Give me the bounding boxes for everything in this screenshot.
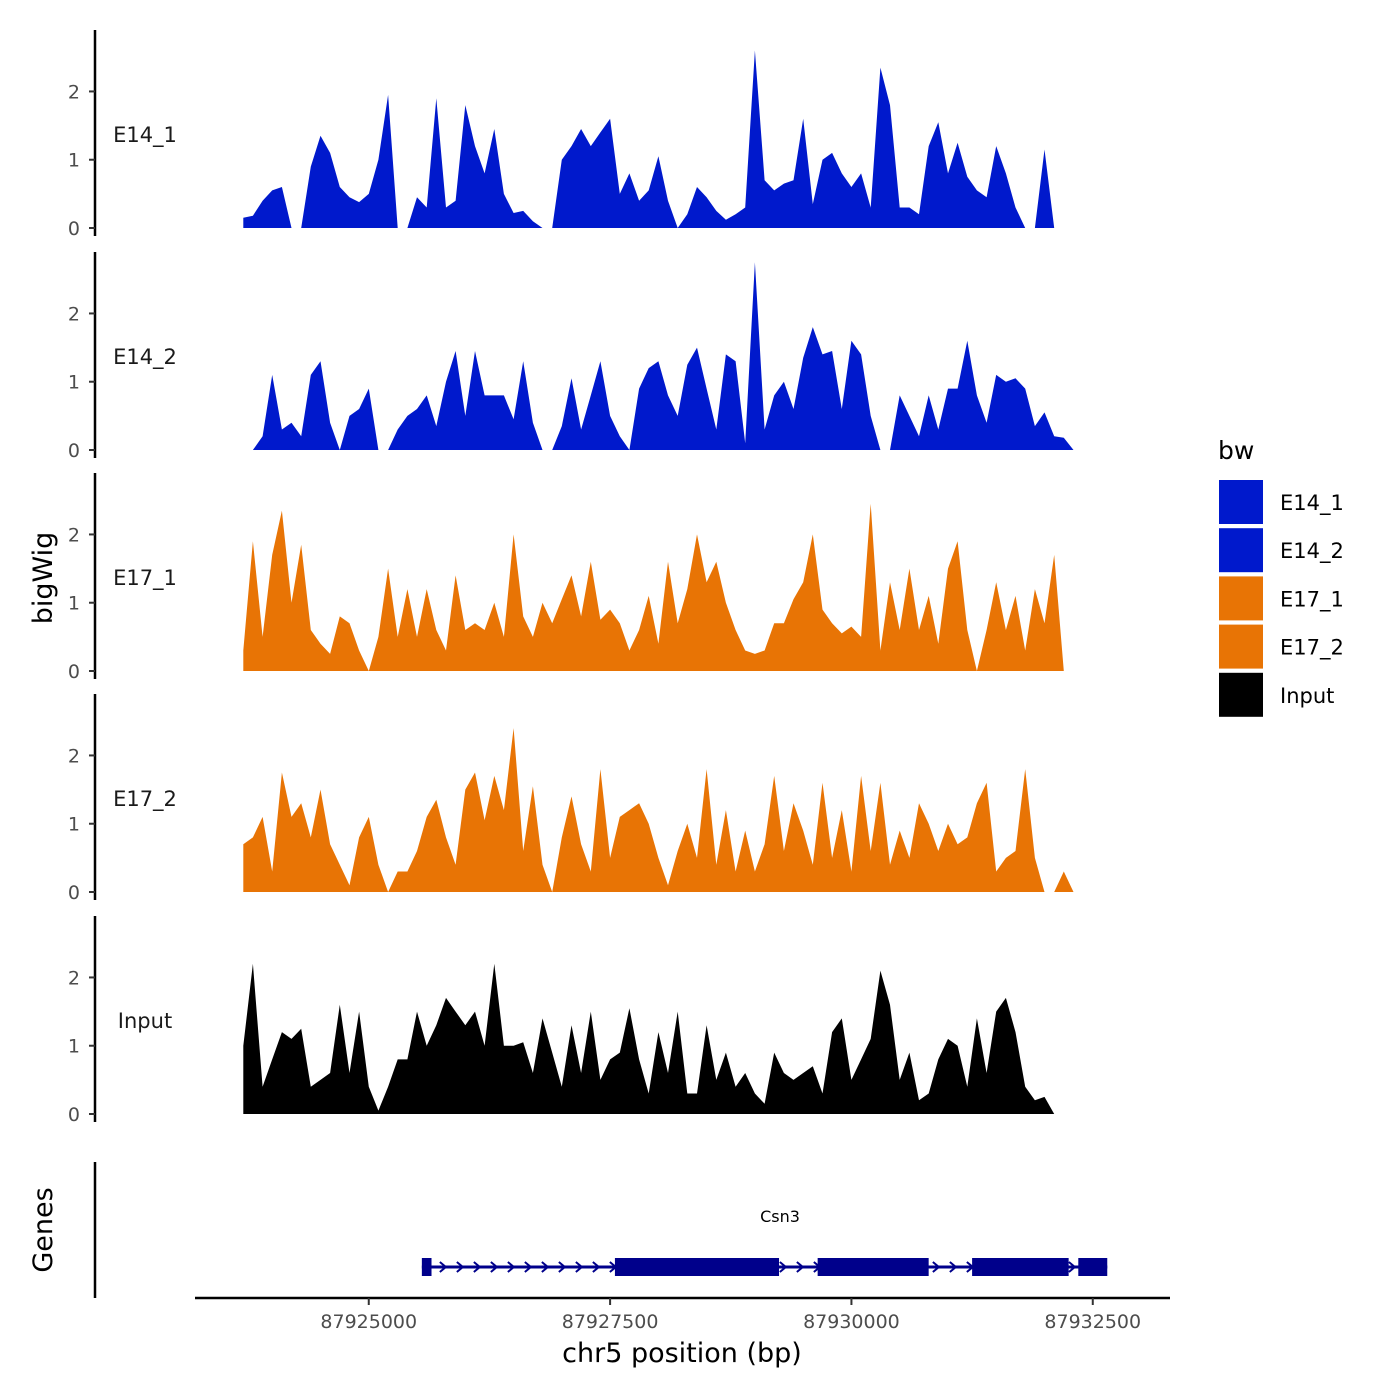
legend-title: bw: [1218, 436, 1254, 465]
y-tick-label: 0: [68, 882, 80, 904]
gene-track: Csn3: [93, 1162, 1108, 1298]
y-tick-label: 0: [68, 218, 80, 240]
x-tick-label: 87927500: [562, 1311, 659, 1333]
genes-axis-title: Genes: [28, 1187, 59, 1272]
track-label: E17_2: [113, 787, 177, 812]
gene-exon: [614, 1258, 780, 1276]
y-axis-title: bigWig: [28, 532, 59, 625]
x-axis: 87925000 87927500 87930000 87932500: [195, 1296, 1170, 1333]
strand-arrow: [456, 1261, 465, 1273]
strand-arrow: [439, 1261, 448, 1273]
track-E14_2: 0 1 2 E14_2: [68, 252, 1103, 462]
legend-items: E14_1 E14_2 E17_1 E17_2 Input: [1219, 480, 1344, 717]
x-tick-label: 87932500: [1044, 1311, 1141, 1333]
gene-label: Csn3: [760, 1207, 800, 1226]
strand-arrow: [949, 1261, 958, 1273]
gene-model: [421, 1258, 1108, 1276]
coverage-area-Input: [243, 963, 1103, 1114]
y-tick-label: 2: [68, 745, 80, 767]
strand-arrow: [796, 1261, 805, 1273]
legend-swatch: [1219, 576, 1263, 621]
track-E17_1: 0 1 2 E17_1: [68, 473, 1103, 683]
legend-swatch: [1219, 624, 1263, 669]
strand-arrow: [524, 1261, 533, 1273]
x-tick-label: 87925000: [320, 1311, 417, 1333]
y-tick-label: 1: [68, 372, 80, 394]
x-axis-title: chr5 position (bp): [562, 1338, 802, 1369]
gene-exon: [1078, 1258, 1108, 1276]
strand-arrow: [779, 1261, 788, 1273]
coverage-area-E14_1: [243, 50, 1103, 228]
legend-label: E17_2: [1280, 636, 1344, 661]
y-tick-label: 0: [68, 1104, 80, 1126]
legend-swatch: [1219, 672, 1263, 717]
gene-exon: [817, 1258, 929, 1276]
track-panels: 0 1 2 E14_1 0 1 2 E14_2 0 1 2 E17_1 0 1 2 E17_2 0 1 2 Input: [68, 30, 1103, 1126]
strand-arrow: [473, 1261, 482, 1273]
y-tick-label: 1: [68, 150, 80, 172]
track-E17_2: 0 1 2 E17_2: [68, 694, 1103, 904]
strand-arrow: [507, 1261, 516, 1273]
x-tick-label: 87930000: [803, 1311, 900, 1333]
coverage-area-E17_1: [243, 503, 1103, 671]
y-tick-label: 1: [68, 593, 80, 615]
legend-label: Input: [1280, 684, 1334, 708]
y-tick-label: 0: [68, 440, 80, 462]
coverage-area-E17_2: [243, 728, 1103, 892]
y-tick-label: 1: [68, 1036, 80, 1058]
track-label: Input: [118, 1009, 172, 1033]
y-tick-label: 1: [68, 814, 80, 836]
track-label: E17_1: [113, 566, 177, 591]
track-label: E14_2: [113, 345, 177, 370]
gene-exon: [972, 1258, 1069, 1276]
legend-swatch: [1219, 528, 1263, 573]
strand-arrow: [592, 1261, 601, 1273]
track-Input: 0 1 2 Input: [68, 916, 1103, 1126]
legend: bw E14_1 E14_2 E17_1 E17_2 Input: [1218, 436, 1344, 717]
gene-exon: [421, 1258, 432, 1276]
strand-arrow: [575, 1261, 584, 1273]
track-E14_1: 0 1 2 E14_1: [68, 30, 1103, 240]
x-ticks: 87925000 87927500 87930000 87932500: [320, 1298, 1141, 1333]
strand-arrow: [932, 1261, 941, 1273]
track-label: E14_1: [113, 123, 177, 148]
legend-swatch: [1219, 480, 1263, 524]
strand-arrow: [541, 1261, 550, 1273]
y-tick-label: 2: [68, 524, 80, 546]
legend-label: E14_1: [1280, 491, 1344, 516]
y-tick-label: 2: [68, 81, 80, 103]
strand-arrow: [490, 1261, 499, 1273]
y-tick-label: 0: [68, 661, 80, 683]
coverage-area-E14_2: [243, 262, 1103, 450]
strand-arrow: [1068, 1261, 1077, 1273]
legend-label: E17_1: [1280, 587, 1344, 612]
strand-arrow: [558, 1261, 567, 1273]
y-tick-label: 2: [68, 967, 80, 989]
y-tick-label: 2: [68, 303, 80, 325]
legend-label: E14_2: [1280, 539, 1344, 564]
